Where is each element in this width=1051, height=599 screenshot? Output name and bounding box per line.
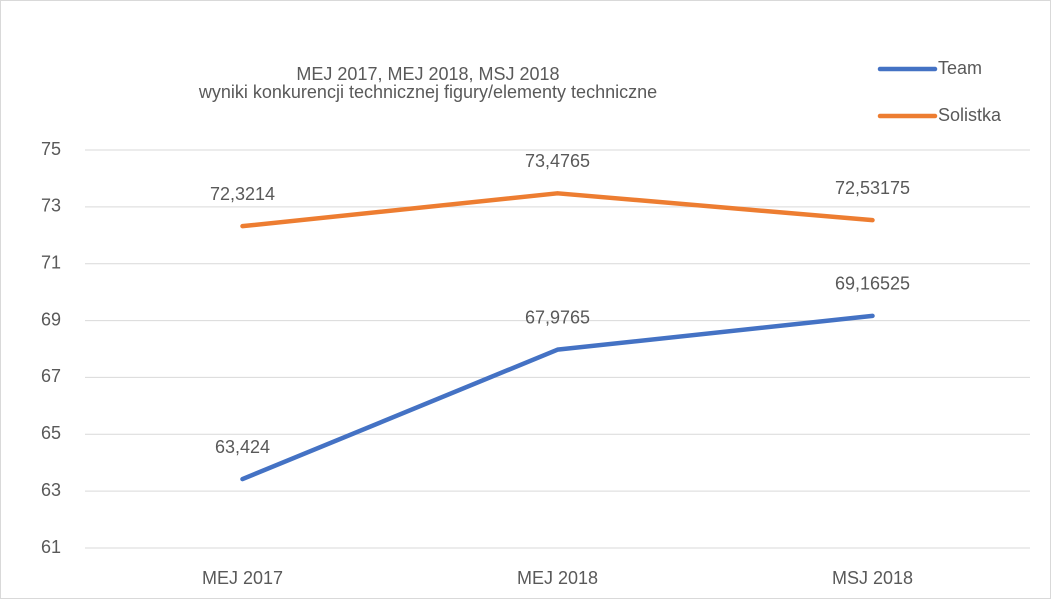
series-line (240, 313, 875, 482)
y-tick-label: 67 (41, 366, 61, 386)
chart-subtitle: wyniki konkurencji technicznej figury/el… (198, 82, 657, 102)
data-label: 63,424 (215, 437, 270, 457)
data-label: 69,16525 (835, 274, 910, 294)
data-label: 72,3214 (210, 184, 275, 204)
x-tick-label: MEJ 2018 (517, 568, 598, 588)
legend-label: Solistka (938, 105, 1002, 125)
series-line (240, 191, 875, 229)
y-tick-label: 75 (41, 139, 61, 159)
y-tick-label: 71 (41, 252, 61, 272)
data-label: 73,4765 (525, 151, 590, 171)
x-tick-label: MSJ 2018 (832, 568, 913, 588)
data-label: 72,53175 (835, 178, 910, 198)
y-tick-label: 65 (41, 423, 61, 443)
y-tick-label: 63 (41, 480, 61, 500)
legend-label: Team (938, 58, 982, 78)
chart-title: MEJ 2017, MEJ 2018, MSJ 2018 (296, 64, 559, 84)
y-tick-label: 73 (41, 196, 61, 216)
data-label: 67,9765 (525, 307, 590, 327)
y-tick-label: 61 (41, 537, 61, 557)
x-tick-label: MEJ 2017 (202, 568, 283, 588)
y-tick-label: 69 (41, 309, 61, 329)
